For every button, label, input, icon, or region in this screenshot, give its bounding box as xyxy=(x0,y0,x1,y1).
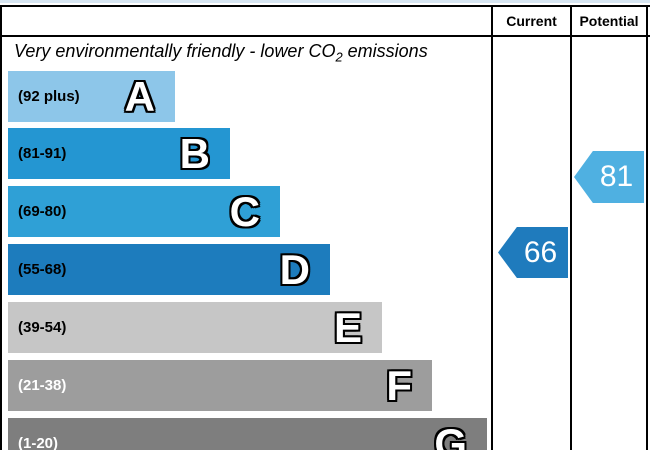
band-e: (39-54) E xyxy=(8,302,382,353)
band-letter: C xyxy=(229,187,260,235)
band-letter: F xyxy=(386,361,412,409)
band-d: (55-68) D xyxy=(8,244,330,295)
band-range-label: (21-38) xyxy=(18,377,67,394)
band-b: (81-91) B xyxy=(8,128,230,179)
band-range-label: (69-80) xyxy=(18,203,67,220)
band-range-label: (39-54) xyxy=(18,319,67,336)
potential-column-divider xyxy=(570,5,572,450)
band-c: (69-80) C xyxy=(8,186,280,237)
chart-title-text: Very environmentally friendly - lower CO xyxy=(14,41,336,61)
potential-value: 81 xyxy=(599,160,634,193)
current-value: 66 xyxy=(523,235,558,269)
header-separator-line xyxy=(0,35,650,37)
potential-arrow: 81 xyxy=(574,151,644,203)
band-range-label: (92 plus) xyxy=(18,88,80,105)
band-range-label: (55-68) xyxy=(18,261,67,278)
band-letter: G xyxy=(434,419,467,450)
potential-column-header: Potential xyxy=(579,13,639,29)
table-border-top xyxy=(0,5,650,7)
band-letter: A xyxy=(124,72,155,120)
chart-title-text-end: emissions xyxy=(342,41,428,61)
top-accent-strip xyxy=(0,0,650,3)
current-column-header: Current xyxy=(506,13,557,29)
band-letter: B xyxy=(179,129,210,177)
chart-title: Very environmentally friendly - lower CO… xyxy=(14,41,484,65)
current-arrow: 66 xyxy=(498,227,568,278)
band-f: (21-38) F xyxy=(8,360,432,411)
band-range-label: (1-20) xyxy=(18,435,59,450)
table-border-right xyxy=(646,5,648,450)
band-g: (1-20) G xyxy=(8,418,487,450)
band-a: (92 plus) A xyxy=(8,71,175,122)
table-border-left xyxy=(0,5,2,450)
band-letter: D xyxy=(279,245,310,293)
band-letter: E xyxy=(333,303,362,351)
current-column-divider xyxy=(491,5,493,450)
co2-subscript: 2 xyxy=(335,49,343,65)
band-range-label: (81-91) xyxy=(18,145,67,162)
